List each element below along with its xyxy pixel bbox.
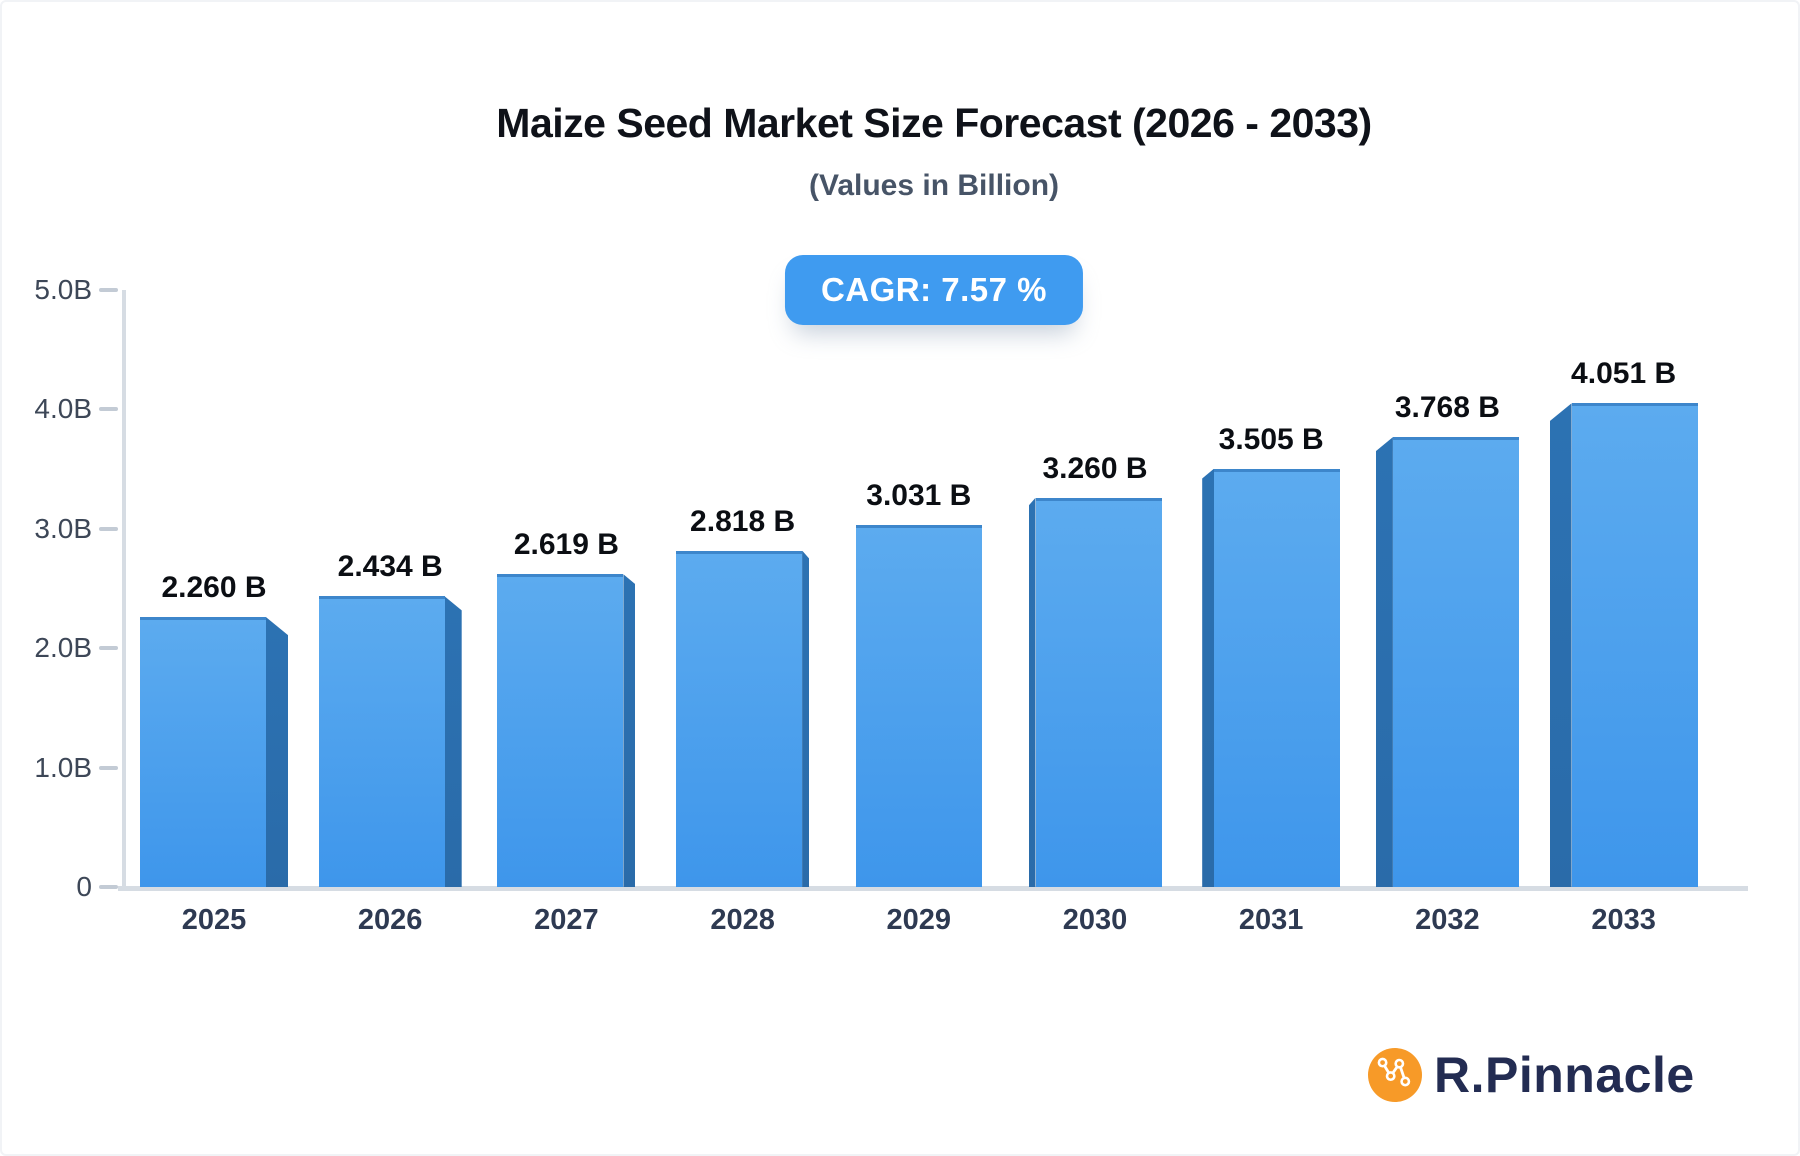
y-axis-tick-dash [99, 288, 118, 292]
bar-3d-side [623, 574, 636, 887]
bar-value-label: 3.768 B [1394, 391, 1500, 425]
bar-2028: 2.818 B [676, 505, 810, 887]
bar-face [497, 574, 624, 887]
bar-2027: 2.619 B [497, 528, 636, 887]
bar-value-label: 2.818 B [690, 504, 796, 538]
y-axis-tick-label: 4.0B [34, 393, 92, 425]
bar-value-label: 4.051 B [1571, 357, 1677, 391]
bar-2033: 4.051 B [1549, 357, 1698, 887]
x-axis-label-2033: 2033 [1591, 904, 1656, 936]
brand-logo-text: R.Pinnacle [1434, 1047, 1695, 1103]
bar-face [676, 550, 803, 887]
bar-3d-side [266, 617, 288, 887]
y-axis-tick-dash [99, 646, 118, 651]
y-axis-tick-label: 5.0B [34, 274, 92, 305]
bar-2029: 3.031 B [855, 479, 982, 887]
bar-2026: 2.434 B [318, 550, 462, 887]
x-axis-label-2031: 2031 [1238, 904, 1304, 936]
cagr-badge: CAGR: 7.57 % [784, 255, 1084, 325]
y-axis-tick-label: 2.0B [34, 632, 92, 664]
chart-title: Maize Seed Market Size Forecast (2026 - … [496, 100, 1372, 146]
bar-value-label: 3.260 B [1042, 451, 1148, 485]
chart-subtitle: (Values in Billion) [808, 169, 1060, 202]
bar-3d-side [1202, 468, 1215, 887]
bar-face [1571, 403, 1698, 887]
y-axis-line [122, 290, 126, 890]
bar-value-label: 3.031 B [866, 479, 972, 513]
y-axis-tick-label: 3.0B [34, 512, 92, 544]
x-axis-label-2029: 2029 [886, 904, 952, 936]
bar-value-label: 2.434 B [337, 550, 443, 584]
x-axis-label-2027: 2027 [534, 904, 599, 936]
bar-2031: 3.505 B [1202, 423, 1341, 887]
y-axis-tick-dash [99, 885, 118, 889]
bar-3d-side [1375, 437, 1393, 887]
bar-face [855, 525, 982, 887]
bar-3d-side [1028, 497, 1036, 887]
x-axis-label-2032: 2032 [1415, 904, 1480, 936]
x-axis-label-2026: 2026 [357, 904, 423, 936]
bar-value-label: 2.619 B [513, 528, 619, 562]
bar-value-label: 3.505 B [1218, 422, 1324, 456]
bar-face [318, 596, 445, 887]
bar-2025: 2.260 B [140, 571, 288, 887]
bar-3d-side [444, 596, 462, 887]
bar-value-label: 2.260 B [161, 571, 267, 605]
network-zigzag-icon [1368, 1048, 1422, 1102]
x-axis-label-2028: 2028 [710, 904, 775, 936]
x-axis-line [118, 886, 1748, 891]
bar-3d-side [1549, 403, 1572, 887]
bar-face [1214, 468, 1341, 887]
bar-face [1392, 437, 1519, 887]
y-axis-tick-dash [99, 765, 118, 770]
bar-3d-side [802, 550, 810, 887]
y-axis-tick-label: 0 [76, 871, 92, 902]
y-axis-tick-label: 1.0B [34, 751, 92, 783]
x-axis-label-2030: 2030 [1062, 904, 1128, 936]
bar-face [140, 617, 266, 887]
x-axis-label-2025: 2025 [181, 904, 247, 936]
y-axis-tick-dash [99, 407, 118, 412]
bar-2030: 3.260 B [1028, 452, 1162, 887]
bar-2032: 3.768 B [1375, 391, 1519, 887]
bar-face [1035, 497, 1162, 887]
y-axis-tick-dash [99, 526, 118, 531]
brand-logo: R.Pinnacle [1368, 1047, 1695, 1103]
